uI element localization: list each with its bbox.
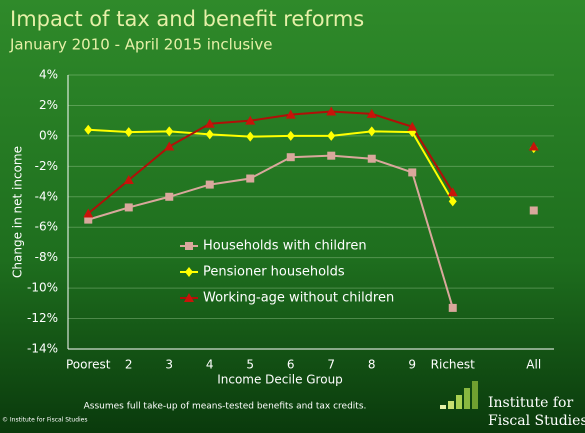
x-tick-label: All (526, 358, 541, 372)
marker (124, 203, 133, 212)
x-tick-label: 5 (246, 358, 254, 372)
logo-bar (464, 388, 470, 409)
y-tick-label: 4% (39, 68, 58, 82)
marker (83, 208, 94, 218)
logo-bar (448, 401, 454, 409)
y-tick-label: -8% (35, 250, 58, 264)
marker (448, 196, 457, 207)
x-tick-label: 2 (125, 358, 133, 372)
marker (447, 187, 458, 197)
note: Assumes full take-up of means-tested ben… (84, 402, 367, 412)
x-tick-label: 9 (408, 358, 416, 372)
x-tick-label: 6 (287, 358, 295, 372)
legend-label: Pensioner households (203, 265, 345, 280)
logo: Institute for Fiscal Studies (440, 381, 585, 429)
marker (408, 127, 417, 138)
marker (529, 206, 538, 215)
marker (204, 118, 215, 128)
marker (285, 109, 296, 119)
marker (184, 293, 194, 302)
marker (123, 175, 134, 185)
marker (367, 154, 376, 163)
y-tick-label: -2% (35, 159, 58, 173)
marker (124, 127, 133, 138)
legend-label: Working-age without children (203, 291, 394, 306)
marker (448, 303, 457, 312)
marker (84, 124, 93, 135)
x-tick-label: Poorest (66, 358, 111, 372)
marker (185, 242, 193, 250)
marker (84, 215, 93, 224)
marker (286, 153, 295, 162)
marker (246, 131, 255, 142)
marker (408, 168, 417, 177)
legend-label: Households with children (203, 239, 367, 254)
marker (366, 108, 377, 118)
marker (165, 126, 174, 137)
y-tick-label: -6% (35, 220, 58, 234)
chart-subtitle: January 2010 - April 2015 inclusive (9, 36, 272, 54)
x-tick-label: 3 (165, 358, 173, 372)
logo-bar (440, 405, 446, 409)
marker (245, 115, 256, 125)
marker (327, 130, 336, 141)
marker (327, 151, 336, 160)
marker (246, 174, 255, 183)
x-tick-label: 7 (327, 358, 335, 372)
x-axis-label: Income Decile Group (217, 373, 343, 387)
logo-bar (456, 395, 462, 409)
copyright: © Institute for Fiscal Studies (2, 417, 88, 424)
marker (326, 106, 337, 116)
marker (205, 180, 214, 189)
x-tick-label: 4 (206, 358, 214, 372)
marker (528, 141, 539, 151)
y-tick-label: -4% (35, 189, 58, 203)
y-tick-label: -12% (27, 311, 58, 325)
x-tick-label: 8 (368, 358, 376, 372)
logo-bar (472, 381, 478, 409)
y-axis-label: Change in net income (11, 146, 25, 278)
y-tick-label: 2% (39, 98, 58, 112)
chart-title: Impact of tax and benefit reforms (10, 7, 364, 31)
marker (205, 129, 214, 140)
marker (367, 126, 376, 137)
logo-text: Fiscal Studies (488, 413, 585, 429)
marker (185, 267, 193, 277)
x-tick-label: Richest (431, 358, 476, 372)
y-tick-label: -14% (27, 342, 58, 356)
y-tick-label: -10% (27, 281, 58, 295)
marker (407, 121, 418, 131)
marker (165, 192, 174, 201)
logo-text: Institute for (488, 395, 573, 411)
y-tick-label: 0% (39, 128, 58, 142)
marker (286, 130, 295, 141)
marker (164, 141, 175, 151)
